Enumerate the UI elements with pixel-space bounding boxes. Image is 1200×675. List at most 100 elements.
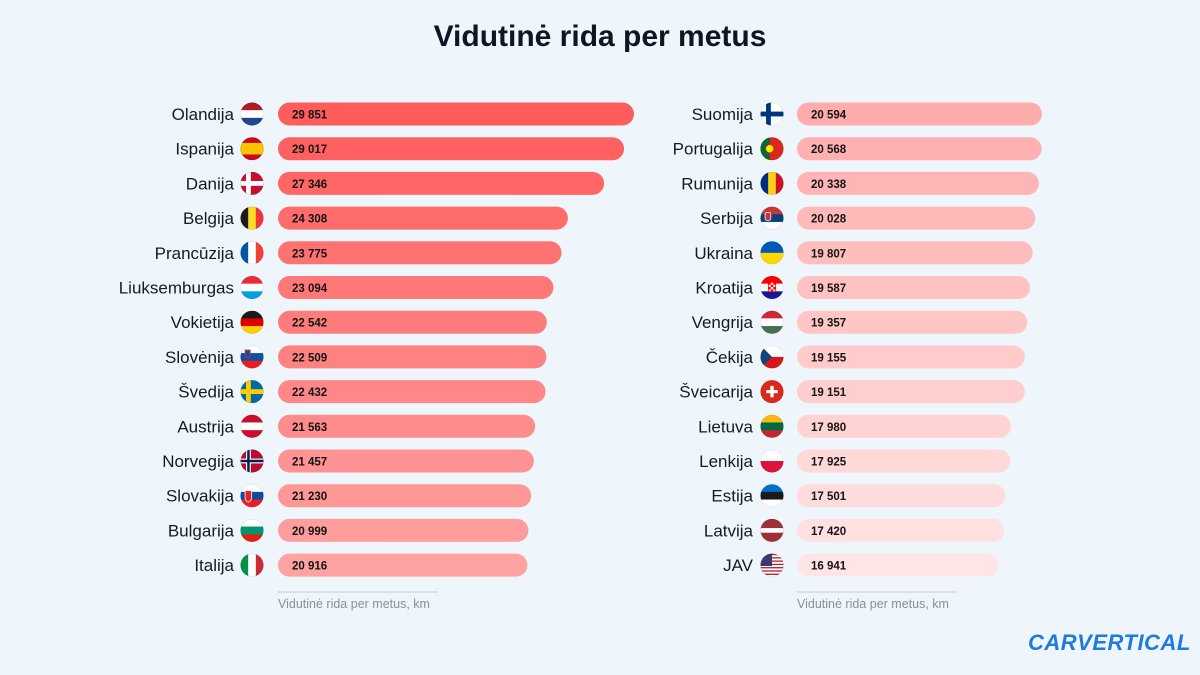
bar bbox=[278, 345, 547, 369]
se-flag-icon bbox=[240, 380, 264, 404]
bar bbox=[797, 553, 999, 577]
category-label: Slovėnija bbox=[165, 348, 235, 367]
lu-flag-icon bbox=[240, 276, 264, 299]
bar bbox=[278, 553, 528, 577]
value-label: 21 230 bbox=[292, 491, 327, 503]
bar bbox=[797, 241, 1033, 265]
category-label: Bulgarija bbox=[168, 521, 235, 540]
bar-row: Ispanija 29 017 bbox=[175, 137, 625, 161]
bar-row: Lenkija 17 925 bbox=[699, 449, 1011, 473]
bar bbox=[797, 518, 1005, 542]
fi-flag-icon bbox=[760, 102, 784, 126]
category-label: Austrija bbox=[177, 417, 234, 436]
dk-flag-icon bbox=[240, 171, 264, 195]
value-label: 17 980 bbox=[811, 422, 846, 434]
value-label: 21 457 bbox=[292, 457, 327, 469]
category-label: Suomija bbox=[692, 105, 754, 124]
chart-title: Vidutinė rida per metus bbox=[433, 20, 767, 53]
pl-flag-icon bbox=[760, 449, 784, 473]
value-label: 23 094 bbox=[292, 283, 328, 295]
bar-row: Prancūzija 23 775 bbox=[155, 241, 562, 265]
bar bbox=[797, 449, 1011, 473]
value-label: 19 155 bbox=[811, 352, 847, 364]
value-label: 20 338 bbox=[811, 179, 847, 191]
value-label: 29 017 bbox=[292, 144, 327, 156]
ch-flag-icon bbox=[760, 380, 784, 404]
bar-panel-1: Olandija 29 851 Ispanija 29 017 Danija 27 346… bbox=[119, 102, 634, 611]
value-label: 16 941 bbox=[811, 561, 847, 573]
bar-row: Lietuva 17 980 bbox=[698, 414, 1011, 438]
bar-row: Šveicarija 19 151 bbox=[679, 380, 1025, 404]
bar-row: Slovėnija 22 509 bbox=[165, 345, 547, 369]
category-label: Ukraina bbox=[694, 244, 753, 263]
cz-flag-icon bbox=[760, 345, 784, 369]
bar bbox=[797, 171, 1039, 195]
bar bbox=[278, 414, 536, 438]
es-flag-icon bbox=[240, 137, 264, 161]
value-label: 21 563 bbox=[292, 422, 327, 434]
category-label: Italija bbox=[194, 556, 234, 575]
bar-row: Suomija 20 594 bbox=[692, 102, 1042, 126]
fr-flag-icon bbox=[240, 241, 264, 265]
bar bbox=[797, 276, 1031, 299]
bar bbox=[278, 484, 532, 508]
bar-row: Norvegija 21 457 bbox=[162, 449, 534, 473]
at-flag-icon bbox=[240, 414, 264, 438]
it-flag-icon bbox=[240, 553, 264, 577]
value-label: 20 916 bbox=[292, 561, 327, 573]
no-flag-icon bbox=[240, 449, 264, 473]
bar bbox=[797, 102, 1042, 126]
value-label: 19 587 bbox=[811, 283, 846, 295]
ee-flag-icon bbox=[760, 484, 784, 508]
bar-row: Vengrija 19 357 bbox=[692, 310, 1028, 334]
category-label: Serbija bbox=[700, 209, 753, 228]
bar-row: Latvija 17 420 bbox=[704, 518, 1005, 542]
value-label: 22 432 bbox=[292, 387, 327, 399]
si-flag-icon bbox=[240, 345, 264, 369]
bar-row: JAV 16 941 bbox=[723, 553, 999, 577]
bar bbox=[797, 345, 1025, 369]
category-label: JAV bbox=[723, 556, 754, 575]
category-label: Vengrija bbox=[692, 313, 754, 332]
bar bbox=[278, 518, 529, 542]
pt-flag-icon bbox=[760, 137, 784, 161]
bar bbox=[278, 102, 634, 126]
ua-flag-icon bbox=[760, 241, 784, 265]
bar-row: Ukraina 19 807 bbox=[694, 241, 1033, 265]
lv-flag-icon bbox=[760, 518, 784, 542]
bar bbox=[797, 484, 1006, 508]
bar-row: Estija 17 501 bbox=[711, 484, 1006, 508]
value-label: 20 568 bbox=[811, 144, 847, 156]
bar bbox=[797, 310, 1028, 334]
value-label: 29 851 bbox=[292, 110, 328, 122]
value-label: 22 542 bbox=[292, 318, 327, 330]
category-label: Švedija bbox=[178, 383, 234, 402]
bar bbox=[797, 137, 1042, 161]
value-label: 20 999 bbox=[292, 526, 327, 538]
bar-row: Austrija 21 563 bbox=[177, 414, 536, 438]
bar bbox=[278, 449, 534, 473]
category-label: Portugalija bbox=[673, 140, 754, 159]
de-flag-icon bbox=[240, 310, 264, 334]
category-label: Ispanija bbox=[175, 140, 234, 159]
bar-row: Čekija 19 155 bbox=[706, 345, 1025, 369]
x-axis-label: Vidutinė rida per metus, km bbox=[797, 597, 949, 611]
category-label: Lietuva bbox=[698, 417, 753, 436]
category-label: Lenkija bbox=[699, 452, 753, 471]
category-label: Estija bbox=[711, 487, 753, 506]
bar bbox=[278, 310, 547, 334]
bar bbox=[797, 206, 1036, 230]
bar-row: Švedija 22 432 bbox=[178, 380, 546, 404]
bar-row: Vokietija 22 542 bbox=[171, 310, 547, 334]
value-label: 19 807 bbox=[811, 248, 846, 260]
bar bbox=[278, 380, 546, 404]
bar-row: Danija 27 346 bbox=[186, 171, 605, 195]
value-label: 17 501 bbox=[811, 491, 847, 503]
value-label: 23 775 bbox=[292, 248, 328, 260]
category-label: Danija bbox=[186, 174, 235, 193]
bar-row: Belgija 24 308 bbox=[183, 206, 568, 230]
be-flag-icon bbox=[240, 206, 264, 230]
category-label: Norvegija bbox=[162, 452, 234, 471]
bar bbox=[797, 380, 1025, 404]
